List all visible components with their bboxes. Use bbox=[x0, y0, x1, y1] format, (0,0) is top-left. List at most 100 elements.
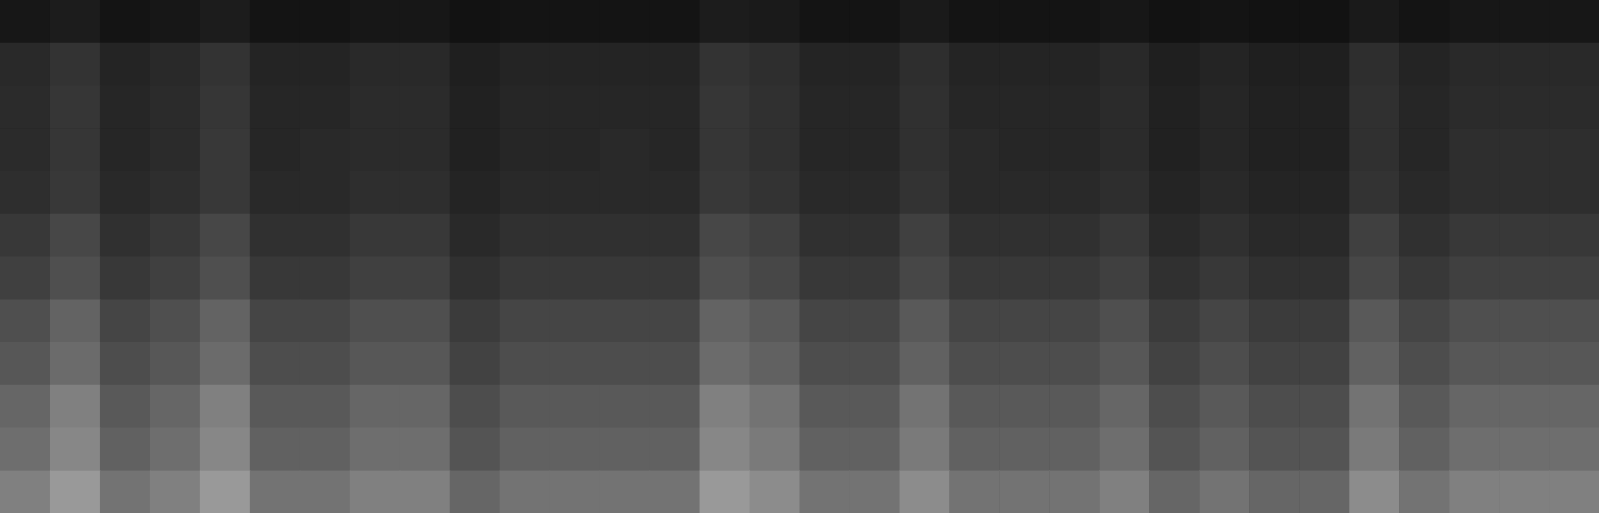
heatmap-cell bbox=[650, 385, 700, 428]
heatmap-cell bbox=[50, 385, 100, 428]
heatmap-cell bbox=[1249, 0, 1299, 43]
heatmap-cell bbox=[1149, 299, 1199, 342]
heatmap-cell bbox=[899, 299, 949, 342]
heatmap-cell bbox=[400, 428, 450, 471]
heatmap-cell bbox=[1349, 428, 1399, 471]
heatmap-cell bbox=[1149, 385, 1199, 428]
heatmap-cell bbox=[600, 214, 650, 257]
heatmap-cell bbox=[1049, 86, 1099, 129]
heatmap-cell bbox=[550, 0, 600, 43]
heatmap-cell bbox=[1249, 470, 1299, 513]
heatmap-cell bbox=[550, 214, 600, 257]
heatmap-cell bbox=[1499, 385, 1549, 428]
heatmap-cell bbox=[650, 171, 700, 214]
heatmap-cell bbox=[800, 385, 850, 428]
heatmap-cell bbox=[1449, 257, 1499, 300]
heatmap-cell bbox=[50, 171, 100, 214]
heatmap-cell bbox=[1099, 385, 1149, 428]
heatmap-cell bbox=[999, 214, 1049, 257]
heatmap-cell bbox=[1399, 385, 1449, 428]
heatmap-cell bbox=[450, 86, 500, 129]
heatmap-cell bbox=[1199, 385, 1249, 428]
heatmap-cell bbox=[1499, 342, 1549, 385]
heatmap-cell bbox=[999, 257, 1049, 300]
heatmap-cell bbox=[1349, 385, 1399, 428]
heatmap-cell bbox=[949, 171, 999, 214]
heatmap-cell bbox=[150, 257, 200, 300]
heatmap-cell bbox=[999, 342, 1049, 385]
heatmap-cell bbox=[550, 342, 600, 385]
heatmap-cell bbox=[700, 43, 750, 86]
heatmap-cell bbox=[1499, 257, 1549, 300]
heatmap-cell bbox=[100, 128, 150, 171]
heatmap-cell bbox=[1249, 171, 1299, 214]
heatmap-cell bbox=[0, 342, 50, 385]
heatmap-cell bbox=[999, 86, 1049, 129]
heatmap-cell bbox=[750, 342, 800, 385]
heatmap-cell bbox=[999, 299, 1049, 342]
heatmap-cell bbox=[400, 171, 450, 214]
heatmap-cell bbox=[0, 171, 50, 214]
heatmap-cell bbox=[50, 299, 100, 342]
heatmap-cell bbox=[1399, 470, 1449, 513]
heatmap-cell bbox=[800, 470, 850, 513]
heatmap-cell bbox=[350, 299, 400, 342]
heatmap-cell bbox=[1449, 428, 1499, 471]
heatmap-cell bbox=[1349, 342, 1399, 385]
heatmap-cell bbox=[300, 86, 350, 129]
heatmap-cell bbox=[300, 385, 350, 428]
heatmap-cell bbox=[300, 0, 350, 43]
heatmap-cell bbox=[1099, 86, 1149, 129]
heatmap-cell bbox=[849, 257, 899, 300]
heatmap-cell bbox=[500, 342, 550, 385]
heatmap-cell bbox=[1399, 342, 1449, 385]
heatmap-cell bbox=[1299, 342, 1349, 385]
heatmap-cell bbox=[350, 257, 400, 300]
heatmap-cell bbox=[700, 342, 750, 385]
heatmap-cell bbox=[250, 342, 300, 385]
heatmap-cell bbox=[949, 470, 999, 513]
heatmap-cell bbox=[800, 299, 850, 342]
heatmap-cell bbox=[150, 342, 200, 385]
heatmap-cell bbox=[1049, 0, 1099, 43]
heatmap-cell bbox=[1399, 128, 1449, 171]
heatmap-cell bbox=[1199, 128, 1249, 171]
heatmap-cell bbox=[450, 0, 500, 43]
heatmap-cell bbox=[250, 257, 300, 300]
heatmap-cell bbox=[0, 214, 50, 257]
heatmap-cell bbox=[1549, 128, 1599, 171]
heatmap-cell bbox=[1549, 257, 1599, 300]
heatmap-cell bbox=[1449, 0, 1499, 43]
heatmap-cell bbox=[0, 128, 50, 171]
heatmap-cell bbox=[50, 128, 100, 171]
heatmap-cell bbox=[999, 385, 1049, 428]
heatmap-cell bbox=[1249, 214, 1299, 257]
heatmap-cell bbox=[400, 257, 450, 300]
heatmap-cell bbox=[250, 86, 300, 129]
heatmap-cell bbox=[1499, 43, 1549, 86]
heatmap-cell bbox=[750, 214, 800, 257]
heatmap-cell bbox=[999, 0, 1049, 43]
heatmap-cell bbox=[1549, 428, 1599, 471]
heatmap-cell bbox=[250, 214, 300, 257]
heatmap-cell bbox=[450, 385, 500, 428]
heatmap-cell bbox=[1049, 470, 1099, 513]
heatmap-cell bbox=[1299, 86, 1349, 129]
heatmap-cell bbox=[650, 428, 700, 471]
heatmap-cell bbox=[1449, 171, 1499, 214]
heatmap-cell bbox=[500, 0, 550, 43]
heatmap-cell bbox=[200, 342, 250, 385]
heatmap-cell bbox=[1149, 43, 1199, 86]
heatmap-cell bbox=[849, 43, 899, 86]
heatmap-cell bbox=[50, 86, 100, 129]
heatmap-cell bbox=[849, 214, 899, 257]
heatmap-cell bbox=[1049, 171, 1099, 214]
heatmap-cell bbox=[700, 428, 750, 471]
heatmap-cell bbox=[1049, 257, 1099, 300]
heatmap-cell bbox=[100, 299, 150, 342]
heatmap-cell bbox=[250, 43, 300, 86]
heatmap-cell bbox=[899, 86, 949, 129]
heatmap-cell bbox=[1149, 86, 1199, 129]
heatmap-cell bbox=[700, 214, 750, 257]
heatmap-cell bbox=[1499, 0, 1549, 43]
